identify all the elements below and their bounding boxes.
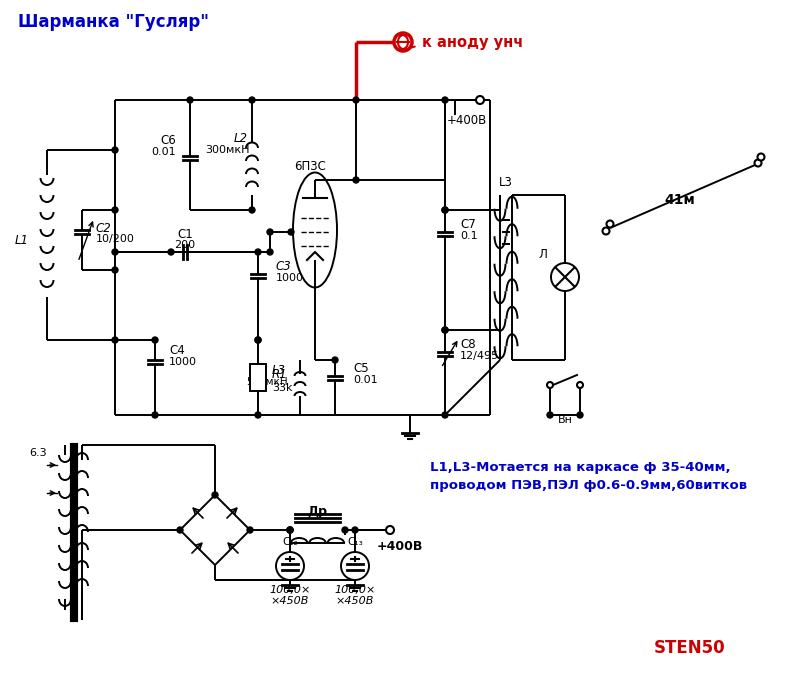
- Text: L3: L3: [272, 363, 286, 376]
- Text: С1: С1: [177, 227, 193, 240]
- Text: С2: С2: [96, 221, 112, 234]
- Circle shape: [247, 527, 253, 533]
- Text: 10/200: 10/200: [96, 234, 135, 244]
- Circle shape: [267, 249, 273, 255]
- Circle shape: [255, 249, 261, 255]
- Text: 0.01: 0.01: [353, 375, 378, 385]
- Circle shape: [603, 227, 609, 234]
- Text: 41м: 41м: [665, 193, 696, 207]
- Text: Л: Л: [538, 249, 548, 261]
- Text: 200: 200: [175, 240, 195, 250]
- Circle shape: [758, 153, 764, 160]
- Circle shape: [394, 33, 412, 51]
- Text: С3: С3: [276, 259, 292, 272]
- Circle shape: [442, 327, 448, 333]
- Circle shape: [287, 527, 293, 533]
- Text: L1,L3-Мотается на каркасе ф 35-40мм,: L1,L3-Мотается на каркасе ф 35-40мм,: [430, 462, 730, 475]
- Text: 100,0×: 100,0×: [269, 585, 311, 595]
- Circle shape: [442, 97, 448, 103]
- Circle shape: [112, 207, 118, 213]
- Circle shape: [386, 526, 394, 534]
- Text: L3: L3: [499, 177, 513, 189]
- Text: 300мкН: 300мкН: [205, 145, 250, 155]
- Circle shape: [168, 249, 174, 255]
- Circle shape: [442, 207, 448, 213]
- Text: 6П3С: 6П3С: [294, 160, 326, 172]
- Circle shape: [276, 552, 304, 580]
- Text: 0.01: 0.01: [151, 147, 176, 157]
- Text: к аноду унч: к аноду унч: [422, 35, 523, 50]
- Text: С5: С5: [353, 361, 368, 375]
- Circle shape: [255, 337, 261, 343]
- Circle shape: [547, 412, 553, 418]
- Circle shape: [112, 147, 118, 153]
- Text: С₁₃: С₁₃: [347, 537, 363, 547]
- Circle shape: [287, 527, 293, 533]
- Circle shape: [287, 527, 293, 533]
- Circle shape: [212, 492, 218, 498]
- Circle shape: [332, 357, 338, 363]
- Circle shape: [342, 527, 348, 533]
- Circle shape: [341, 552, 369, 580]
- Text: 500мкН: 500мкН: [246, 377, 288, 387]
- Text: Вн: Вн: [557, 415, 572, 425]
- Text: 6.3: 6.3: [29, 448, 47, 458]
- Circle shape: [255, 412, 261, 418]
- Text: +400В: +400В: [377, 540, 423, 553]
- Text: +400В: +400В: [447, 113, 487, 126]
- Circle shape: [442, 327, 448, 333]
- Circle shape: [353, 177, 359, 183]
- Text: STEN50: STEN50: [654, 639, 726, 657]
- Circle shape: [112, 337, 118, 343]
- Circle shape: [249, 97, 255, 103]
- Circle shape: [187, 97, 193, 103]
- Text: 0.1: 0.1: [460, 231, 478, 241]
- Text: ×450В: ×450В: [271, 596, 309, 606]
- Text: L1: L1: [15, 234, 29, 246]
- Text: Шарманка "Гусляр": Шарманка "Гусляр": [18, 13, 209, 31]
- Bar: [250, 364, 266, 391]
- Circle shape: [442, 207, 448, 213]
- Circle shape: [476, 96, 484, 104]
- Circle shape: [267, 229, 273, 235]
- Text: С6: С6: [161, 134, 176, 147]
- Text: С8: С8: [460, 337, 475, 350]
- Text: 1000: 1000: [169, 357, 197, 367]
- Circle shape: [755, 160, 762, 166]
- Circle shape: [577, 382, 583, 388]
- Circle shape: [442, 412, 448, 418]
- Circle shape: [152, 337, 158, 343]
- Text: 100,0×: 100,0×: [334, 585, 375, 595]
- Circle shape: [547, 382, 553, 388]
- Text: R1: R1: [272, 369, 287, 382]
- Circle shape: [577, 412, 583, 418]
- Text: L2: L2: [234, 132, 248, 145]
- Text: ×450В: ×450В: [336, 596, 374, 606]
- Text: 1000: 1000: [276, 273, 304, 283]
- Text: С4: С4: [169, 344, 185, 356]
- Text: Др: Др: [307, 505, 327, 519]
- Circle shape: [249, 207, 255, 213]
- Text: 12/495: 12/495: [460, 351, 499, 361]
- Text: С₁₂: С₁₂: [282, 537, 297, 547]
- Circle shape: [177, 527, 183, 533]
- Circle shape: [607, 221, 614, 227]
- Circle shape: [353, 97, 359, 103]
- Circle shape: [255, 337, 261, 343]
- Circle shape: [112, 249, 118, 255]
- Circle shape: [288, 229, 294, 235]
- Circle shape: [352, 527, 358, 533]
- Circle shape: [112, 267, 118, 273]
- Text: С7: С7: [460, 217, 476, 230]
- Text: проводом ПЭВ,ПЭЛ ф0.6-0.9мм,60витков: проводом ПЭВ,ПЭЛ ф0.6-0.9мм,60витков: [430, 479, 747, 492]
- Circle shape: [152, 412, 158, 418]
- Circle shape: [551, 263, 579, 291]
- Text: 33k: 33k: [272, 383, 293, 393]
